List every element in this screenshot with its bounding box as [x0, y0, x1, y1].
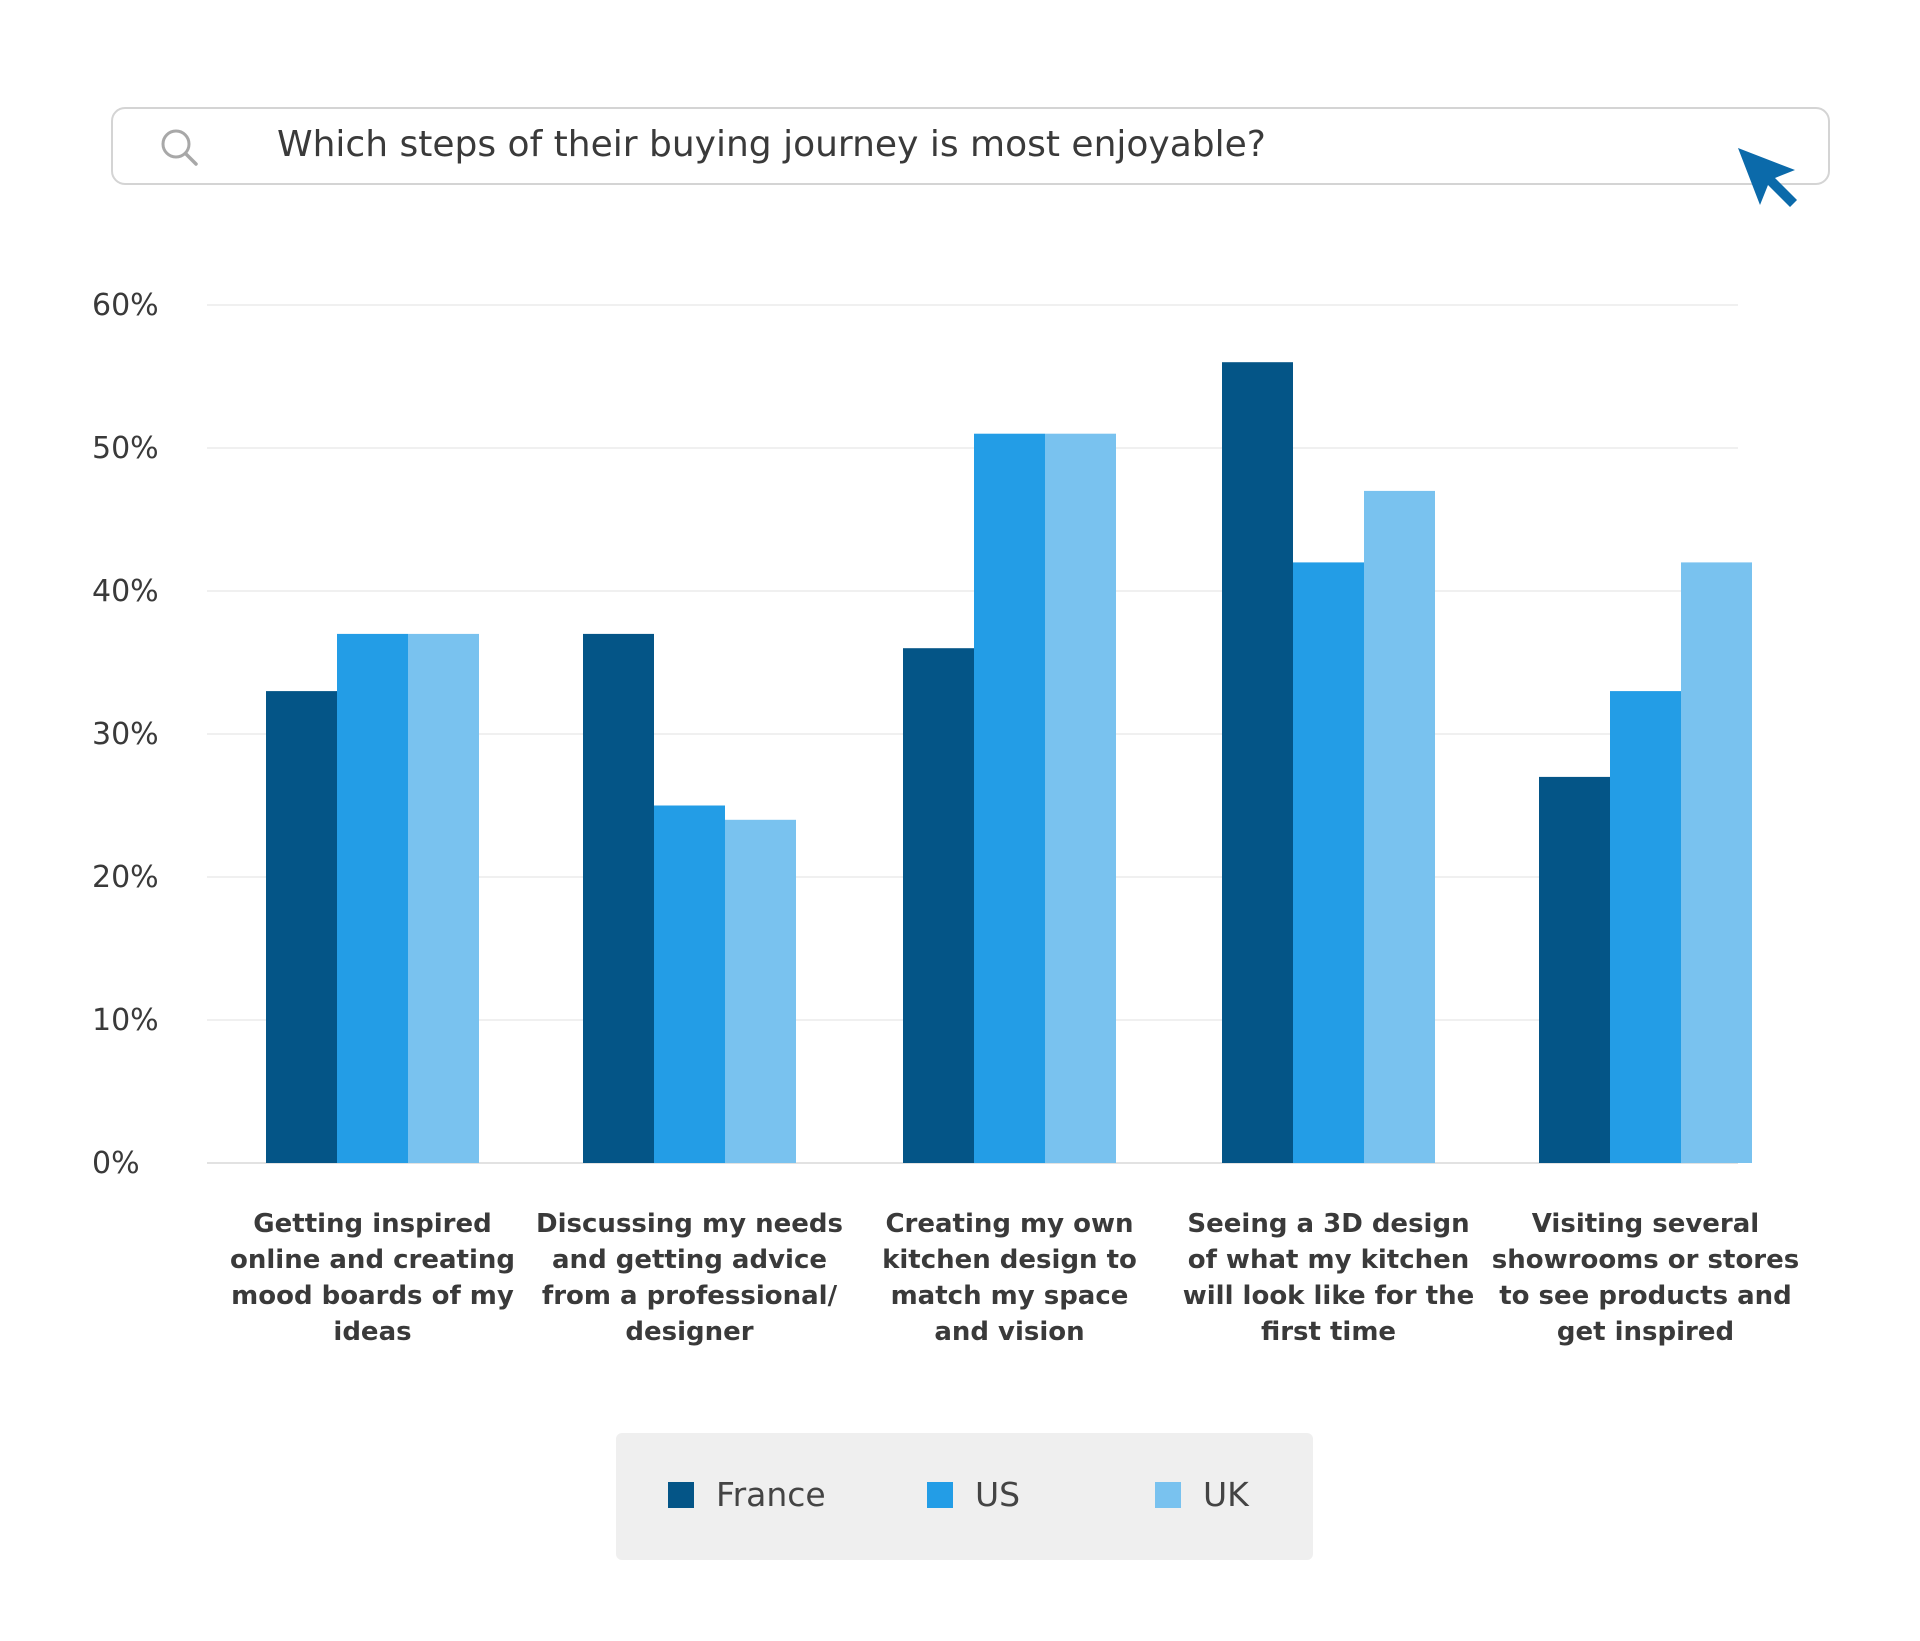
y-tick-label: 0%	[92, 1146, 140, 1181]
legend-item-us: US	[927, 1475, 1020, 1514]
legend-label: US	[975, 1475, 1021, 1514]
bar-us	[1610, 691, 1681, 1163]
bar-uk	[1364, 490, 1435, 1163]
bar-france	[903, 648, 974, 1163]
search-icon	[161, 129, 198, 166]
legend-swatch-france	[668, 1481, 694, 1508]
search-query: Which steps of their buying journey is m…	[277, 124, 1266, 165]
x-category-label: will look like for the	[1183, 1281, 1475, 1311]
bar-uk	[1681, 562, 1752, 1163]
x-category-label: ideas	[333, 1317, 411, 1347]
x-category-label: Seeing a 3D design	[1187, 1209, 1469, 1239]
x-category-label: mood boards of my	[231, 1281, 514, 1311]
legend-swatch-uk	[1155, 1481, 1181, 1508]
legend-swatch-us	[927, 1481, 953, 1508]
x-category-label: from a professional/	[542, 1281, 838, 1311]
bar-uk	[1045, 433, 1116, 1163]
mouse-cursor-icon	[1738, 148, 1797, 207]
legend-item-uk: UK	[1155, 1475, 1249, 1514]
x-category-label: Discussing my needs	[536, 1209, 843, 1239]
x-category-label: match my space	[891, 1281, 1129, 1311]
y-tick-label: 50%	[92, 431, 159, 466]
x-category-label: Getting inspired	[253, 1209, 491, 1239]
bar-france	[266, 691, 337, 1163]
x-category-label: showrooms or stores	[1492, 1245, 1799, 1275]
x-category-label: of what my kitchen	[1188, 1245, 1470, 1275]
y-tick-label: 30%	[92, 717, 159, 752]
x-category-label: first time	[1261, 1317, 1396, 1347]
bar-france	[1222, 362, 1293, 1163]
bar-france	[1539, 776, 1610, 1163]
x-category-label: Visiting several	[1532, 1209, 1759, 1239]
bar-uk	[408, 633, 479, 1163]
x-category-label: get inspired	[1557, 1317, 1734, 1347]
bar-us	[1293, 562, 1364, 1163]
legend-label: UK	[1203, 1475, 1249, 1514]
bar-us	[654, 805, 725, 1163]
y-tick-label: 20%	[92, 860, 159, 895]
bar-france	[583, 633, 654, 1163]
y-tick-label: 40%	[92, 574, 159, 609]
y-tick-label: 10%	[92, 1003, 159, 1038]
bar-us	[337, 633, 408, 1163]
x-category-label: Creating my own	[885, 1209, 1133, 1239]
search-bar[interactable]: Which steps of their buying journey is m…	[111, 107, 1830, 185]
bar-uk	[725, 819, 796, 1163]
x-category-label: designer	[625, 1317, 753, 1347]
x-category-label: kitchen design to	[882, 1245, 1137, 1275]
y-tick-label: 60%	[92, 288, 159, 323]
x-category-label: online and creating	[230, 1245, 515, 1275]
legend: France US UK	[616, 1433, 1313, 1560]
x-category-label: and vision	[934, 1317, 1084, 1347]
bar-us	[974, 433, 1045, 1163]
x-category-label: to see products and	[1499, 1281, 1792, 1311]
x-category-label: and getting advice	[552, 1245, 827, 1275]
legend-label: France	[716, 1475, 826, 1514]
legend-item-france: France	[668, 1475, 826, 1514]
